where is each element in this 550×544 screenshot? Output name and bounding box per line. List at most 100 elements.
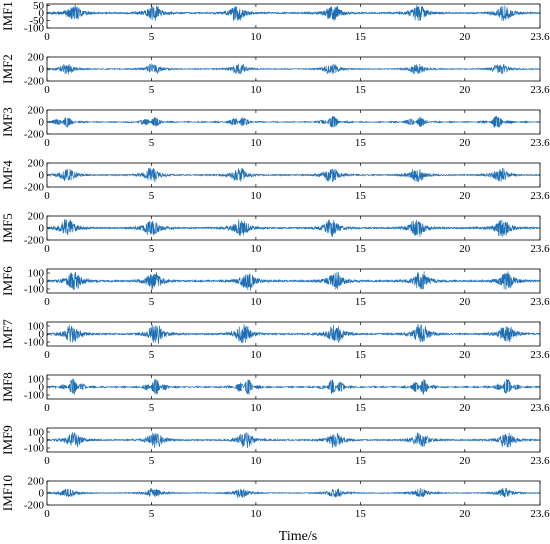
subplot-label: IMF6 xyxy=(0,266,15,296)
x-tick-label: 15 xyxy=(355,31,367,43)
y-tick-label: 0 xyxy=(39,276,45,288)
y-tick-label: 100 xyxy=(28,321,45,333)
signal-line-imf6 xyxy=(46,271,541,291)
y-tick-label: 0 xyxy=(39,382,45,394)
y-tick-label: 0 xyxy=(39,64,45,76)
x-tick-label: 15 xyxy=(355,455,367,467)
x-tick-label: 15 xyxy=(355,243,367,255)
x-tick-label: 5 xyxy=(149,137,155,149)
x-tick-label: 10 xyxy=(250,31,262,43)
x-tick-label: 20 xyxy=(459,31,471,43)
x-tick-label: 0 xyxy=(44,349,50,361)
signal-line-imf7 xyxy=(46,324,541,344)
y-tick-label: 200 xyxy=(28,105,45,117)
signal-line-imf10 xyxy=(46,488,541,498)
x-tick-label: 20 xyxy=(459,455,471,467)
x-tick-label: 5 xyxy=(149,296,155,308)
x-tick-label: 15 xyxy=(355,137,367,149)
x-tick-label: 15 xyxy=(355,402,367,414)
y-tick-label: 100 xyxy=(28,268,45,280)
x-tick-label: 15 xyxy=(355,84,367,96)
x-tick-label: 20 xyxy=(459,349,471,361)
x-axis-label: Time/s xyxy=(279,529,317,544)
signal-line-imf4 xyxy=(46,167,541,183)
x-tick-label: 0 xyxy=(44,84,50,96)
y-tick-label: 200 xyxy=(28,52,45,64)
y-tick-label: 0 xyxy=(39,329,45,341)
x-tick-label: 23.6 xyxy=(530,296,550,308)
x-tick-label: 10 xyxy=(250,84,262,96)
y-tick-label: -100 xyxy=(24,390,45,402)
y-tick-label: 0 xyxy=(39,488,45,500)
y-tick-label: -200 xyxy=(24,500,45,512)
y-tick-label: 0 xyxy=(39,117,45,129)
x-tick-label: 23.6 xyxy=(530,137,550,149)
x-tick-label: 20 xyxy=(459,84,471,96)
x-tick-label: 15 xyxy=(355,349,367,361)
x-tick-label: 20 xyxy=(459,190,471,202)
x-tick-label: 5 xyxy=(149,349,155,361)
signal-line-imf9 xyxy=(46,431,541,449)
signal-line-imf8 xyxy=(46,378,541,395)
x-tick-label: 10 xyxy=(250,349,262,361)
x-tick-label: 23.6 xyxy=(530,349,550,361)
x-tick-label: 5 xyxy=(149,455,155,467)
y-tick-label: 0 xyxy=(39,435,45,447)
x-tick-label: 23.6 xyxy=(530,402,550,414)
x-tick-label: 15 xyxy=(355,508,367,520)
y-tick-label: -50 xyxy=(29,15,44,27)
x-tick-label: 23.6 xyxy=(530,243,550,255)
y-tick-label: -200 xyxy=(24,76,45,88)
axes-box xyxy=(46,3,541,29)
signal-line-imf1 xyxy=(46,4,541,22)
x-tick-label: 20 xyxy=(459,296,471,308)
signal-line-imf5 xyxy=(46,218,541,237)
y-tick-label: -100 xyxy=(24,23,45,35)
x-tick-label: 0 xyxy=(44,508,50,520)
subplot-label: IMF7 xyxy=(0,319,15,349)
x-tick-label: 10 xyxy=(250,243,262,255)
subplot-label: IMF3 xyxy=(0,107,15,137)
y-tick-label: 0 xyxy=(39,170,45,182)
y-tick-label: -100 xyxy=(24,284,45,296)
x-tick-label: 10 xyxy=(250,137,262,149)
x-tick-label: 23.6 xyxy=(530,84,550,96)
subplot-label: IMF2 xyxy=(0,54,15,84)
subplot-label: IMF9 xyxy=(0,425,15,455)
x-tick-label: 0 xyxy=(44,137,50,149)
subplot-label: IMF8 xyxy=(0,372,15,402)
x-tick-label: 23.6 xyxy=(530,455,550,467)
x-tick-label: 20 xyxy=(459,402,471,414)
x-tick-label: 10 xyxy=(250,190,262,202)
y-tick-label: 100 xyxy=(28,374,45,386)
x-tick-label: 23.6 xyxy=(530,31,550,43)
signal-line-imf2 xyxy=(46,62,541,75)
subplot-label: IMF1 xyxy=(0,1,15,31)
y-tick-label: -200 xyxy=(24,182,45,194)
x-tick-label: 5 xyxy=(149,508,155,520)
x-tick-label: 5 xyxy=(149,190,155,202)
x-tick-label: 0 xyxy=(44,455,50,467)
y-tick-label: 0 xyxy=(39,8,45,20)
y-tick-label: 200 xyxy=(28,476,45,488)
x-tick-label: 5 xyxy=(149,243,155,255)
x-tick-label: 23.6 xyxy=(530,508,550,520)
x-tick-label: 0 xyxy=(44,190,50,202)
x-tick-label: 5 xyxy=(149,31,155,43)
subplot-label: IMF4 xyxy=(0,160,15,190)
x-tick-label: 0 xyxy=(44,402,50,414)
subplot-label: IMF5 xyxy=(0,213,15,243)
y-tick-label: -100 xyxy=(24,337,45,349)
y-tick-label: -200 xyxy=(24,235,45,247)
